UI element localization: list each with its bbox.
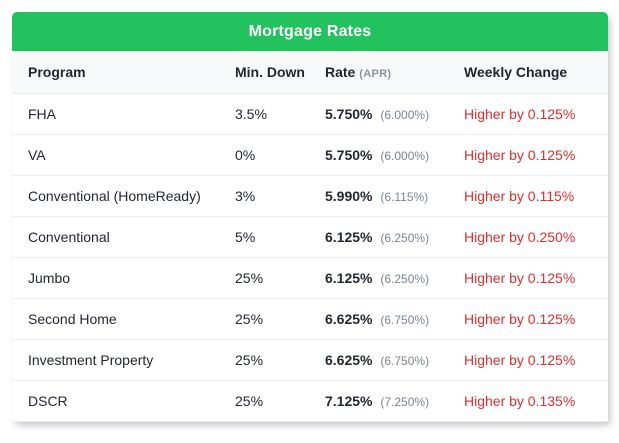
rate-value: 5.750% (325, 147, 373, 163)
min-down-cell: 3.5% (219, 93, 309, 135)
weekly-change-cell: Higher by 0.125% (448, 339, 608, 381)
rate-value: 7.125% (325, 393, 373, 409)
min-down-cell: 3% (219, 175, 309, 217)
rate-value: 6.125% (325, 270, 373, 286)
program-cell: FHA (12, 93, 219, 135)
min-down-cell: 25% (219, 380, 309, 422)
table-row: Conventional (HomeReady) 3% 5.990% (6.11… (12, 175, 608, 217)
apr-value: (7.250%) (380, 395, 430, 409)
apr-value: (6.750%) (380, 313, 430, 327)
apr-value: (6.250%) (380, 231, 430, 245)
table-row: Investment Property 25% 6.625% (6.750%) … (12, 339, 608, 381)
program-cell: Jumbo (12, 257, 219, 299)
program-cell: Second Home (12, 298, 219, 340)
weekly-change-cell: Higher by 0.125% (448, 298, 608, 340)
rate-value: 6.125% (325, 229, 373, 245)
column-header-rate-label: Rate (325, 64, 356, 80)
column-header-min-down: Min. Down (219, 51, 309, 94)
table-row: DSCR 25% 7.125% (7.250%) Higher by 0.135… (12, 380, 608, 422)
weekly-change-cell: Higher by 0.115% (448, 175, 608, 217)
min-down-cell: 5% (219, 216, 309, 258)
rate-value: 6.625% (325, 352, 373, 368)
rate-cell: 5.750% (6.000%) (309, 134, 448, 176)
table-row: Jumbo 25% 6.125% (6.250%) Higher by 0.12… (12, 257, 608, 299)
table-row: Conventional 5% 6.125% (6.250%) Higher b… (12, 216, 608, 258)
table-title-bar: Mortgage Rates (12, 12, 608, 51)
column-header-program: Program (12, 51, 219, 94)
min-down-cell: 25% (219, 257, 309, 299)
apr-value: (6.000%) (380, 108, 430, 122)
column-header-rate: Rate (APR) (309, 51, 448, 94)
rate-cell: 6.625% (6.750%) (309, 298, 448, 340)
apr-value: (6.115%) (380, 190, 429, 204)
rate-cell: 6.125% (6.250%) (309, 216, 448, 258)
rate-cell: 6.625% (6.750%) (309, 339, 448, 381)
table-header-row: Program Min. Down Rate (APR) Weekly Chan… (12, 51, 608, 94)
min-down-cell: 25% (219, 339, 309, 381)
weekly-change-cell: Higher by 0.250% (448, 216, 608, 258)
rates-table: Program Min. Down Rate (APR) Weekly Chan… (12, 51, 608, 422)
table-row: FHA 3.5% 5.750% (6.000%) Higher by 0.125… (12, 93, 608, 135)
program-cell: Investment Property (12, 339, 219, 381)
min-down-cell: 0% (219, 134, 309, 176)
rate-cell: 7.125% (7.250%) (309, 380, 448, 422)
table-row: VA 0% 5.750% (6.000%) Higher by 0.125% (12, 134, 608, 176)
apr-value: (6.750%) (380, 354, 430, 368)
mortgage-rates-card: Mortgage Rates Program Min. Down Rate (A… (12, 12, 608, 422)
weekly-change-cell: Higher by 0.125% (448, 93, 608, 135)
apr-value: (6.250%) (380, 272, 430, 286)
rate-cell: 5.990% (6.115%) (309, 175, 448, 217)
rate-value: 5.750% (325, 106, 373, 122)
page-title: Mortgage Rates (248, 22, 372, 40)
weekly-change-cell: Higher by 0.135% (448, 380, 608, 422)
column-header-apr-label: (APR) (359, 68, 392, 80)
program-cell: Conventional (12, 216, 219, 258)
program-cell: Conventional (HomeReady) (12, 175, 219, 217)
rate-cell: 6.125% (6.250%) (309, 257, 448, 299)
rate-value: 5.990% (325, 188, 373, 204)
weekly-change-cell: Higher by 0.125% (448, 257, 608, 299)
column-header-weekly-change: Weekly Change (448, 51, 608, 94)
table-row: Second Home 25% 6.625% (6.750%) Higher b… (12, 298, 608, 340)
weekly-change-cell: Higher by 0.125% (448, 134, 608, 176)
rate-cell: 5.750% (6.000%) (309, 93, 448, 135)
rate-value: 6.625% (325, 311, 373, 327)
min-down-cell: 25% (219, 298, 309, 340)
program-cell: DSCR (12, 380, 219, 422)
apr-value: (6.000%) (380, 149, 430, 163)
program-cell: VA (12, 134, 219, 176)
